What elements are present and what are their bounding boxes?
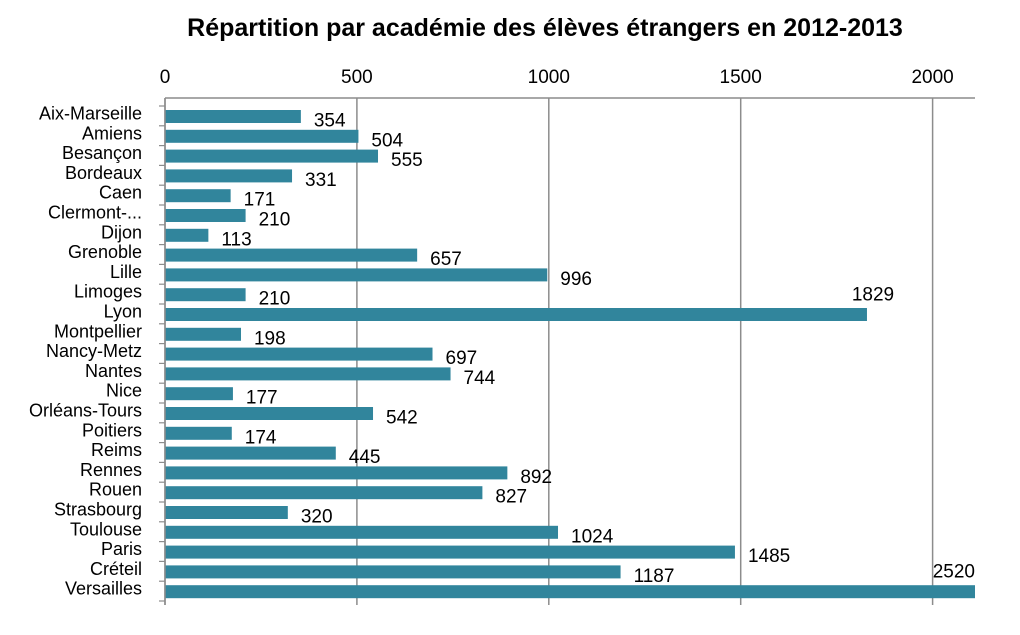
category-label: Lyon [104, 302, 142, 322]
value-label: 171 [244, 190, 276, 211]
value-label: 331 [305, 170, 337, 191]
category-label: Orléans-Tours [29, 401, 142, 421]
category-label: Créteil [90, 559, 142, 579]
value-label: 210 [259, 289, 291, 310]
category-label: Limoges [74, 282, 142, 302]
bar [165, 347, 433, 361]
x-tick-label: 500 [341, 67, 373, 88]
value-label: 445 [349, 447, 381, 468]
value-label: 354 [314, 111, 346, 132]
category-label: Amiens [82, 123, 142, 143]
bar [165, 327, 241, 341]
category-label: Poitiers [82, 420, 142, 440]
value-label: 555 [391, 150, 423, 171]
value-label: 198 [254, 328, 286, 349]
bar [165, 486, 483, 500]
bar [165, 169, 293, 183]
bar [165, 129, 359, 143]
category-label: Bordeaux [65, 163, 142, 183]
category-label: Nancy-Metz [46, 341, 142, 361]
category-label: Caen [99, 183, 142, 203]
bar [165, 367, 451, 381]
category-label: Clermont-... [48, 203, 142, 223]
bar [165, 308, 867, 321]
value-label: 657 [430, 249, 462, 270]
value-label: 1829 [852, 285, 894, 306]
value-label: 177 [246, 388, 278, 409]
value-label: 113 [221, 229, 251, 250]
value-label: 892 [520, 467, 552, 488]
value-label: 2520 [933, 562, 975, 583]
category-label: Grenoble [68, 242, 142, 262]
category-label: Nantes [85, 361, 142, 381]
x-tick-label: 2000 [911, 67, 953, 88]
category-label: Lille [110, 262, 142, 282]
bar [165, 110, 301, 123]
bar [165, 149, 379, 163]
category-label: Nice [106, 381, 142, 401]
value-label: 697 [446, 348, 478, 369]
category-label: Toulouse [70, 519, 142, 539]
value-label: 744 [464, 368, 496, 389]
chart-title: Répartition par académie des élèves étra… [187, 14, 903, 42]
x-tick-label: 1000 [528, 67, 570, 88]
y-axis [159, 98, 166, 605]
category-label: Reims [91, 440, 142, 460]
value-label: 320 [301, 507, 333, 528]
x-tick-label: 0 [160, 67, 171, 88]
bar [165, 426, 232, 440]
value-label: 1485 [748, 546, 790, 567]
category-label: Montpellier [54, 321, 142, 341]
value-label: 210 [259, 210, 291, 231]
category-label: Rouen [89, 480, 142, 500]
bar [165, 209, 246, 222]
bar [165, 268, 548, 282]
bar [165, 248, 418, 262]
value-label: 542 [386, 408, 418, 429]
bar [165, 545, 735, 559]
value-label: 996 [560, 269, 592, 290]
bar [165, 466, 508, 480]
bar [165, 288, 246, 302]
category-label: Dijon [101, 222, 142, 242]
category-label: Strasbourg [54, 500, 142, 520]
bar [165, 407, 374, 420]
bar [165, 585, 975, 599]
category-label: Paris [101, 539, 142, 559]
bar [165, 565, 621, 579]
category-label: Besançon [62, 143, 142, 163]
value-label: 504 [371, 130, 403, 151]
bar [165, 446, 336, 460]
value-label: 1187 [634, 566, 675, 587]
value-label: 174 [245, 427, 277, 448]
x-tick-label: 1500 [720, 67, 762, 88]
x-axis-ticks: 0 500 1000 1500 2000 [160, 67, 954, 88]
category-label: Aix-Marseille [39, 104, 142, 124]
category-label: Versailles [65, 579, 142, 599]
bar [165, 506, 288, 519]
value-label: 827 [495, 487, 527, 508]
bar [165, 387, 233, 401]
category-labels: Aix-MarseilleAmiensBesançonBordeauxCaenC… [29, 104, 142, 599]
category-label: Rennes [80, 460, 142, 480]
bar [165, 189, 231, 203]
bars [165, 110, 975, 599]
bar [165, 228, 209, 242]
bar [165, 525, 559, 539]
value-label: 1024 [571, 526, 614, 547]
